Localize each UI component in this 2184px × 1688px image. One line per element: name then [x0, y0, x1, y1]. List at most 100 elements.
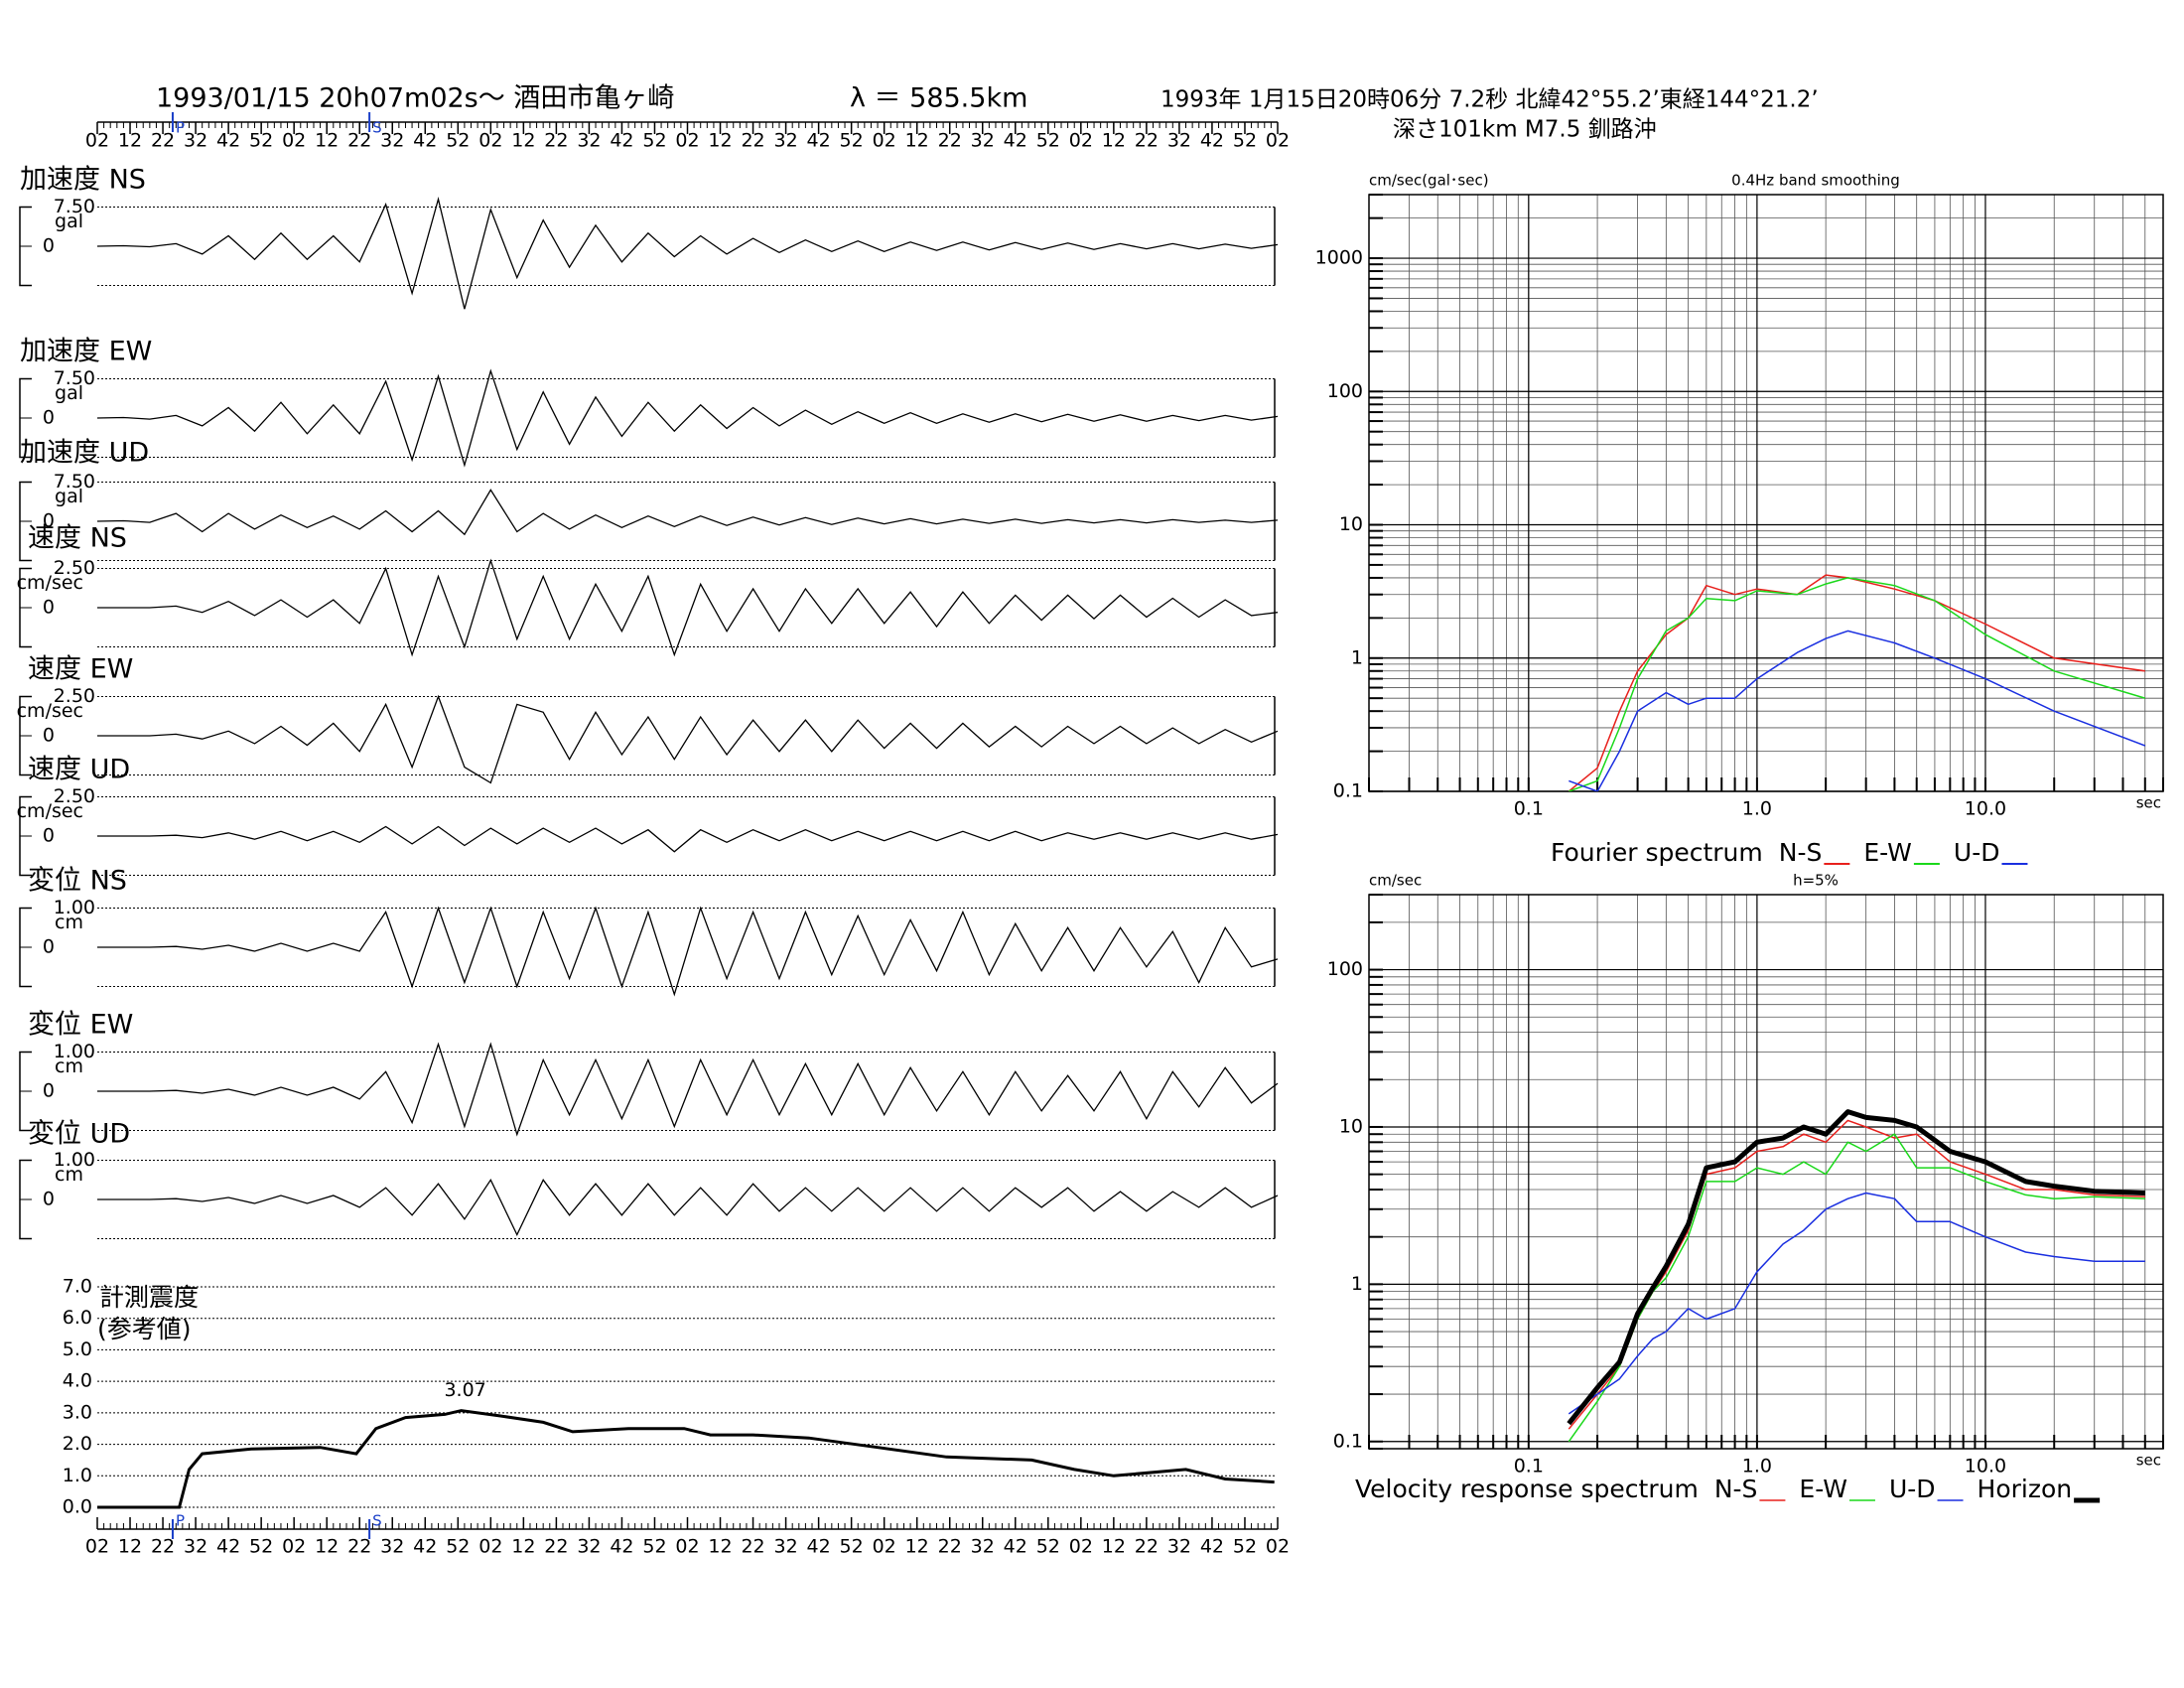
- x-tick-label: 12: [511, 1536, 535, 1558]
- x-tick-label: 42: [413, 130, 437, 152]
- waveform: [96, 197, 1279, 310]
- x-tick-label: 02: [1069, 1536, 1093, 1558]
- spectrum-line: [1568, 1192, 2145, 1415]
- y-tick-label: 0.0: [63, 1496, 92, 1518]
- x-tick-label: 52: [1036, 130, 1060, 152]
- intensity-title: 計測震度: [99, 1283, 199, 1312]
- x-tick-label: 32: [577, 1536, 601, 1558]
- legend-title: Velocity response spectrum: [1355, 1475, 1699, 1503]
- spectrum-subtitle: h=5%: [1793, 872, 1839, 890]
- x-tick-label: 42: [216, 1536, 240, 1558]
- y-tick-label: 0: [43, 510, 55, 532]
- x-tick-label: 12: [315, 1536, 339, 1558]
- y-tick-label: 0: [43, 825, 55, 847]
- y-tick-label: 1: [1351, 646, 1363, 668]
- y-tick-label: 7.50: [54, 471, 95, 492]
- y-tick-label: 7.0: [63, 1276, 92, 1298]
- x-tick-label: 42: [1200, 1536, 1224, 1558]
- x-tick-label: 42: [1004, 1536, 1027, 1558]
- legend-title: Fourier spectrum: [1551, 838, 1763, 867]
- panel-title: 変位 NS: [28, 866, 127, 897]
- x-tick-label: 32: [1167, 1536, 1191, 1558]
- x-tick-label: 32: [184, 1536, 207, 1558]
- x-tick-label: 32: [773, 130, 797, 152]
- y-tick-label: 0: [43, 725, 55, 747]
- x-tick-label: 02: [85, 130, 109, 152]
- x-tick-label: 52: [840, 130, 864, 152]
- waveform: [97, 906, 1279, 997]
- y-tick-label: 2.50: [54, 557, 95, 579]
- x-tick-label: 32: [1167, 130, 1191, 152]
- x-tick-label: 02: [478, 1536, 502, 1558]
- y-tick-label: 1.00: [54, 897, 95, 918]
- x-tick-label: 02: [873, 1536, 896, 1558]
- x-tick-label: 22: [151, 1536, 175, 1558]
- y-tick-label: 0: [43, 1189, 55, 1210]
- x-tick-label: 02: [675, 1536, 699, 1558]
- x-tick-label: 22: [347, 130, 371, 152]
- x-tick-label: 02: [282, 130, 306, 152]
- x-tick-label: 02: [1266, 1536, 1290, 1558]
- plot-frame: [1368, 194, 2164, 792]
- panel-title: 速度 UD: [28, 755, 130, 785]
- y-tick-label: 1000: [1315, 247, 1363, 269]
- panel-title: 加速度 NS: [20, 165, 146, 196]
- source-depth: 深さ101km M7.5 釧路沖: [1393, 117, 1657, 143]
- x-tick-label: 12: [118, 1536, 142, 1558]
- unit-label: cm: [55, 1164, 83, 1186]
- legend-label: E-W: [1863, 838, 1912, 867]
- y-tick-label: 1: [1351, 1273, 1363, 1295]
- x-tick-label: 22: [741, 1536, 764, 1558]
- waveform: [96, 489, 1279, 536]
- x-tick-label: 42: [807, 130, 831, 152]
- waveform: [97, 694, 1279, 784]
- x-tick-label: 22: [151, 130, 175, 152]
- panel-title: 速度 EW: [28, 654, 133, 685]
- y-tick-label: 0: [43, 936, 55, 958]
- y-tick-label: 1.0: [63, 1465, 92, 1486]
- y-tick-label: 0.1: [1333, 1430, 1363, 1452]
- x-tick-label: 22: [938, 130, 962, 152]
- spectrum-line: [1569, 630, 2146, 791]
- x-tick-label: 0.1: [1514, 1456, 1544, 1477]
- x-tick-label: 02: [1266, 130, 1290, 152]
- y-tick-label: 0: [43, 597, 55, 619]
- spectrum-line: [1569, 577, 2146, 791]
- x-tick-label: 32: [380, 130, 404, 152]
- panel-title: 変位 EW: [28, 1010, 133, 1041]
- y-tick-label: 2.0: [63, 1433, 92, 1455]
- x-tick-label: 22: [347, 1536, 371, 1558]
- x-tick-label: 52: [446, 130, 470, 152]
- x-tick-label: 1.0: [1742, 798, 1772, 820]
- x-tick-label: 12: [118, 130, 142, 152]
- intensity-subtitle: (参考値): [97, 1315, 192, 1343]
- x-tick-label: 12: [708, 1536, 732, 1558]
- panel-title: 変位 UD: [28, 1119, 130, 1150]
- x-tick-label: 52: [1036, 1536, 1060, 1558]
- x-tick-label: 02: [85, 1536, 109, 1558]
- spectrum-line: [1567, 1109, 2145, 1426]
- x-tick-label: 52: [249, 1536, 273, 1558]
- y-tick-label: 0: [43, 1080, 55, 1102]
- x-axis-label: sec: [2136, 1452, 2161, 1470]
- y-tick-label: 10: [1339, 513, 1363, 535]
- x-tick-label: 32: [577, 130, 601, 152]
- peak-annotation: 3.07: [444, 1379, 485, 1401]
- y-tick-label: 2.50: [54, 685, 95, 707]
- unit-label: cm/sec: [17, 572, 83, 594]
- x-tick-label: 42: [610, 1536, 633, 1558]
- x-axis-label: sec: [2136, 794, 2161, 812]
- unit-label: cm/sec: [17, 800, 83, 822]
- unit-label: gal: [55, 382, 83, 404]
- unit-label: cm: [55, 912, 83, 933]
- x-tick-label: 32: [773, 1536, 797, 1558]
- y-axis-label: cm/sec(gal･sec): [1369, 172, 1489, 190]
- unit-label: cm: [55, 1055, 83, 1077]
- x-tick-label: 52: [1233, 1536, 1257, 1558]
- x-tick-label: 32: [971, 130, 995, 152]
- x-tick-label: 42: [807, 1536, 831, 1558]
- x-tick-label: 02: [675, 130, 699, 152]
- panel-title: 速度 NS: [28, 523, 127, 554]
- y-tick-label: 0.1: [1333, 780, 1363, 802]
